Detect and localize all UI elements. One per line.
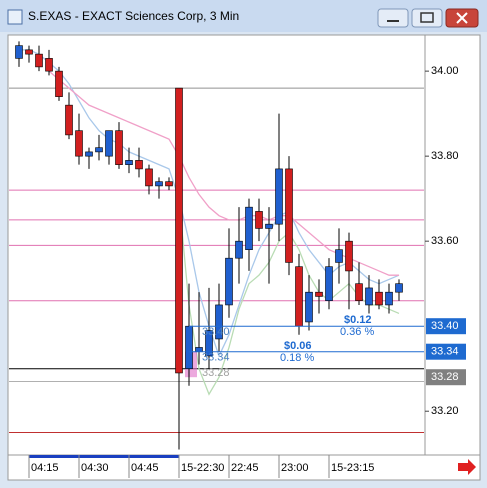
candle-body	[265, 223, 273, 229]
candle-body	[155, 181, 163, 187]
candle-body	[245, 206, 253, 250]
candle-body	[295, 266, 303, 327]
candle-body	[115, 130, 123, 165]
x-tick-label: 04:15	[31, 462, 59, 474]
annotation: 33.28	[202, 367, 230, 379]
candle-body	[285, 168, 293, 263]
candle-body	[325, 266, 333, 301]
annotation: $0.12	[344, 314, 372, 326]
price-box-label: 33.34	[431, 346, 459, 358]
x-tick-label: 22:45	[231, 462, 259, 474]
candle-body	[105, 130, 113, 157]
x-tick-label: 23:00	[281, 462, 309, 474]
candle-body	[375, 291, 383, 306]
y-tick-label: 33.20	[431, 405, 459, 417]
candle-body	[235, 240, 243, 259]
window-title: S.EXAS - EXACT Sciences Corp, 3 Min	[28, 9, 239, 23]
candle-body	[85, 151, 93, 157]
candle-body	[385, 291, 393, 306]
candle-body	[205, 330, 213, 357]
y-tick-label: 33.80	[431, 150, 459, 162]
candle-body	[305, 291, 313, 323]
app-icon	[7, 9, 23, 25]
candle-body	[315, 291, 323, 297]
session-bar	[29, 455, 179, 458]
candle-body	[255, 211, 263, 229]
time-axis	[7, 454, 481, 481]
candle-body	[175, 87, 183, 374]
annotation: 33.40	[202, 326, 230, 338]
price-box-label: 33.28	[431, 371, 459, 383]
candle-body	[345, 240, 353, 272]
candle-body	[45, 58, 53, 72]
annotation: $0.06	[284, 340, 312, 352]
candle-body	[215, 304, 223, 340]
price-box	[426, 369, 466, 386]
annotation: 0.36 %	[340, 326, 374, 338]
price-box	[426, 343, 466, 360]
scroll-arrow[interactable]	[458, 459, 476, 475]
candle-body	[225, 257, 233, 306]
price-box	[426, 318, 466, 335]
x-tick-label: 15-23:15	[331, 462, 374, 474]
y-tick-label: 33.60	[431, 235, 459, 247]
candle-body	[75, 130, 83, 157]
candle-body	[55, 70, 63, 97]
candle-body	[185, 325, 193, 370]
candle-body	[95, 147, 103, 153]
candle-body	[65, 104, 73, 136]
price-box-label: 33.40	[431, 320, 459, 332]
candle-body	[125, 160, 133, 165]
candle-body	[395, 283, 403, 293]
y-tick-label: 34.00	[431, 65, 459, 77]
x-tick-label: 04:30	[81, 462, 109, 474]
close-icon	[456, 12, 468, 24]
candle-body	[145, 168, 153, 187]
candle-body	[35, 53, 43, 68]
minimize-button[interactable]	[377, 8, 409, 28]
x-tick-label: 15-22:30	[181, 462, 224, 474]
candle-body	[275, 168, 283, 225]
candle-body	[165, 181, 173, 187]
candle-body	[15, 45, 23, 59]
maximize-icon	[420, 12, 434, 23]
candle-body	[335, 249, 343, 263]
x-tick-label: 04:45	[131, 462, 159, 474]
annotation: 0.18 %	[280, 352, 314, 364]
maximize-button[interactable]	[411, 8, 443, 28]
candle-body	[135, 160, 143, 170]
candle-body	[355, 283, 363, 301]
candle-body	[25, 49, 33, 55]
candle-body	[365, 287, 373, 306]
annotation: 33.34	[202, 352, 230, 364]
